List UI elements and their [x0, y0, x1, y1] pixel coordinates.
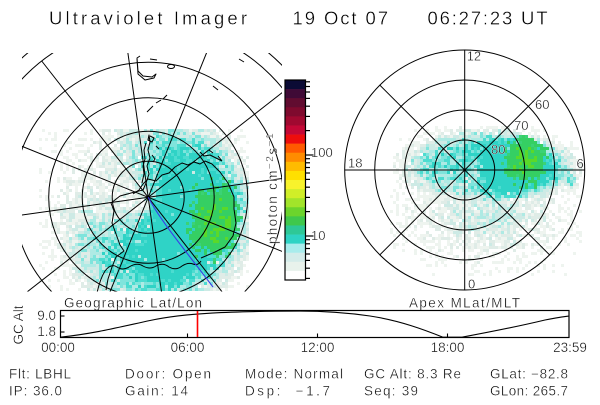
svg-text:100: 100: [311, 145, 333, 160]
svg-text:12: 12: [467, 49, 481, 64]
svg-text:18: 18: [348, 156, 362, 171]
svg-text:70: 70: [514, 118, 528, 133]
svg-text:Seq: 39: Seq: 39: [364, 384, 418, 399]
svg-text:0: 0: [468, 277, 475, 292]
svg-text:00:00: 00:00: [41, 340, 75, 355]
svg-text:12:00: 12:00: [301, 340, 335, 355]
svg-text:Apex MLat/MLT: Apex MLat/MLT: [409, 296, 520, 311]
svg-text:GC Alt: 8.3 Re: GC Alt: 8.3 Re: [364, 367, 461, 382]
svg-text:6: 6: [577, 156, 584, 171]
svg-text:Flt: LBHL: Flt: LBHL: [9, 367, 71, 382]
svg-text:Mode: Normal: Mode: Normal: [245, 367, 343, 382]
svg-text:GLat: −82.8: GLat: −82.8: [490, 367, 568, 382]
svg-text:06:27:23 UT: 06:27:23 UT: [428, 8, 548, 29]
svg-text:Gain: 14: Gain: 14: [125, 384, 188, 399]
svg-text:GLon: 265.7: GLon: 265.7: [490, 384, 568, 399]
svg-text:GC Alt: GC Alt: [11, 305, 26, 344]
svg-text:19 Oct 07: 19 Oct 07: [293, 8, 389, 29]
svg-text:10: 10: [311, 228, 325, 243]
svg-text:Door: Open: Door: Open: [125, 367, 211, 382]
svg-text:IP: 36.0: IP: 36.0: [9, 384, 62, 399]
svg-text:photon cm−2s−1: photon cm−2s−1: [264, 132, 280, 244]
svg-text:9.0: 9.0: [37, 308, 56, 323]
svg-text:1.8: 1.8: [37, 324, 56, 339]
svg-text:23:59: 23:59: [553, 340, 587, 355]
svg-text:60: 60: [535, 97, 549, 112]
svg-text:80: 80: [491, 142, 505, 157]
svg-text:Geographic Lat/Lon: Geographic Lat/Lon: [64, 296, 202, 311]
svg-text:18:00: 18:00: [431, 340, 465, 355]
svg-text:06:00: 06:00: [171, 340, 205, 355]
